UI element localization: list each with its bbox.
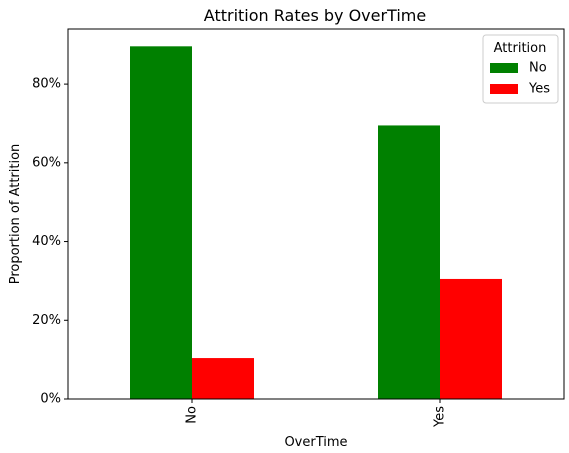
y-tick-label: 0% xyxy=(40,392,61,407)
bar-yes-yes xyxy=(440,278,502,399)
y-tick-label: 80% xyxy=(32,77,61,92)
x-axis-label: OverTime xyxy=(284,435,347,450)
legend-title: Attrition xyxy=(494,41,547,56)
legend-swatch-no xyxy=(490,63,518,73)
legend-swatch-yes xyxy=(490,84,518,94)
x-tick-label: No xyxy=(185,406,200,424)
plot-frame xyxy=(67,28,565,400)
bar-no-no xyxy=(130,46,192,399)
x-tick-label: Yes xyxy=(433,406,448,428)
chart-title: Attrition Rates by OverTime xyxy=(204,6,426,25)
y-tick-label: 20% xyxy=(32,313,61,328)
bar-no-yes xyxy=(192,358,254,399)
bars-group xyxy=(130,46,502,400)
legend: Attrition No Yes xyxy=(482,34,559,104)
y-tick-label: 60% xyxy=(32,155,61,170)
y-tick-label: 40% xyxy=(32,234,61,249)
legend-items: No Yes xyxy=(490,61,550,97)
bar-yes-no xyxy=(378,125,440,400)
y-axis-ticks: 0% 20% 40% 60% 80% xyxy=(32,77,68,407)
x-axis-ticks: No Yes xyxy=(185,399,448,428)
y-axis-label: Proportion of Attrition xyxy=(8,144,23,285)
legend-label-yes: Yes xyxy=(528,82,550,97)
legend-label-no: No xyxy=(529,61,547,76)
